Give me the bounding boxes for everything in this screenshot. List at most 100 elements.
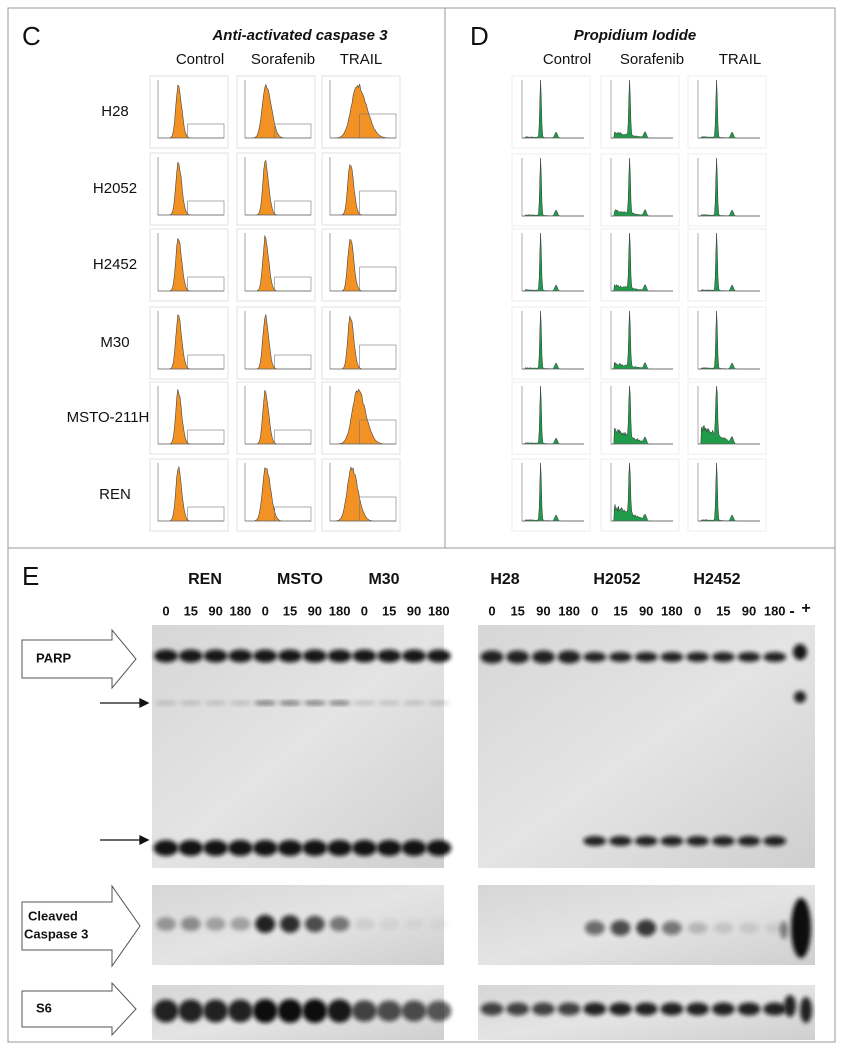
gate: [187, 354, 225, 370]
histogram-axes: [697, 80, 760, 139]
histogram-frame: [321, 306, 401, 380]
histogram: [511, 381, 591, 455]
band: [156, 917, 176, 931]
lane-label: -: [789, 603, 794, 620]
band: [178, 840, 204, 856]
histogram-frame: [511, 306, 591, 380]
histogram: [600, 381, 680, 455]
column-label: TRAIL: [340, 51, 383, 68]
histogram: [236, 458, 316, 532]
band: [327, 999, 353, 1023]
band: [354, 918, 375, 930]
histogram: [236, 228, 316, 302]
row-label: REN: [99, 486, 131, 503]
band: [252, 999, 278, 1023]
gate: [274, 276, 312, 292]
band: [737, 836, 761, 846]
histogram-frame: [236, 152, 316, 226]
band: [780, 921, 788, 939]
histogram-axes: [610, 233, 673, 292]
panel-letter: D: [470, 21, 489, 51]
histogram-frame: [687, 228, 767, 302]
band: [609, 1002, 632, 1016]
histogram: [511, 75, 591, 149]
histogram-frame: [149, 306, 229, 380]
gate: [187, 506, 225, 522]
band: [763, 1002, 787, 1016]
lane-label: 180: [558, 603, 580, 618]
panel-title: Anti-activated caspase 3: [211, 27, 388, 44]
histogram-frame: [149, 381, 229, 455]
band: [401, 840, 427, 856]
band: [227, 840, 253, 856]
column-label: Sorafenib: [620, 51, 684, 68]
histogram-frame: [321, 228, 401, 302]
histogram-axes: [697, 158, 760, 217]
histogram-frame: [687, 153, 767, 227]
gate: [359, 344, 397, 370]
band: [791, 898, 811, 958]
band: [583, 652, 607, 662]
group-label: H28: [490, 571, 519, 588]
histogram-frame: [236, 306, 316, 380]
band: [329, 916, 350, 932]
lane-label: 0: [262, 603, 269, 618]
lane-label: 90: [536, 603, 550, 618]
band: [154, 649, 178, 663]
row-label: H2452: [93, 256, 137, 273]
row-label: MSTO-211H: [67, 409, 150, 426]
band: [737, 652, 761, 662]
band: [178, 649, 203, 663]
band: [376, 840, 402, 856]
band: [784, 995, 796, 1017]
band: [800, 997, 812, 1023]
row-label: H2052: [93, 180, 137, 197]
gate: [359, 496, 397, 522]
column-label: Control: [543, 51, 591, 68]
histogram: [600, 306, 680, 380]
histogram: [687, 228, 767, 302]
gate: [359, 419, 397, 445]
lane-label: 15: [283, 603, 297, 618]
band: [687, 922, 708, 934]
blot: [152, 625, 444, 868]
band: [686, 652, 710, 662]
gate: [274, 354, 312, 370]
histogram: [600, 458, 680, 532]
band: [230, 917, 251, 931]
band: [203, 649, 228, 663]
histogram-area: [330, 83, 396, 139]
band: [711, 836, 735, 846]
lane-label: 180: [661, 603, 683, 618]
band: [278, 649, 302, 663]
gate: [274, 123, 312, 139]
histogram-axes: [610, 311, 673, 370]
histogram: [236, 152, 316, 226]
histogram-axes: [521, 311, 584, 370]
lane-label: 0: [591, 603, 598, 618]
lane-label: 90: [742, 603, 756, 618]
histogram: [687, 381, 767, 455]
band: [506, 1002, 530, 1016]
histogram-frame: [236, 228, 316, 302]
frame: [7, 7, 836, 1043]
band: [686, 836, 710, 846]
lane-label: 0: [694, 603, 701, 618]
band: [153, 840, 179, 856]
band: [376, 1000, 402, 1022]
band: [686, 1002, 710, 1016]
gate: [359, 190, 397, 216]
band: [711, 1002, 735, 1016]
panel-letter: C: [22, 21, 41, 51]
histogram: [149, 306, 229, 380]
histogram-frame: [511, 228, 591, 302]
histogram: [321, 381, 401, 455]
lane-label: 0: [488, 603, 495, 618]
band: [351, 840, 377, 856]
group-label: MSTO: [277, 571, 323, 588]
histogram: [511, 458, 591, 532]
band: [427, 701, 450, 705]
histogram-frame: [236, 381, 316, 455]
band: [531, 1002, 555, 1016]
histogram-axes: [697, 311, 760, 370]
